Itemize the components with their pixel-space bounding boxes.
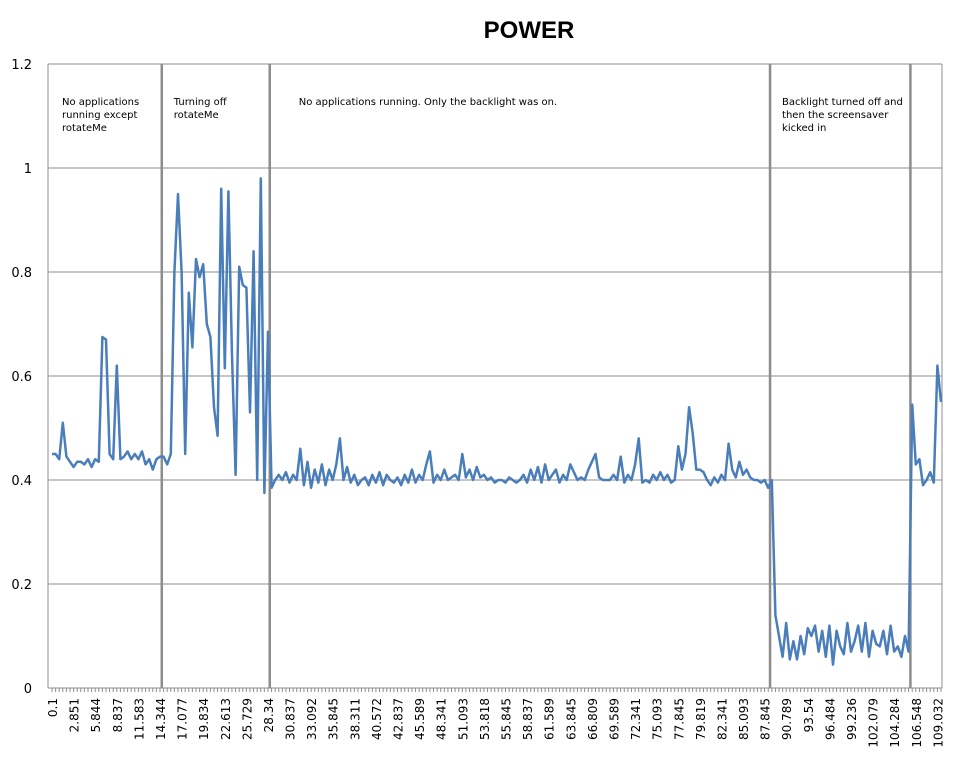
x-tick-label: 85.093 — [737, 698, 751, 740]
x-tick-label: 0.1 — [46, 698, 60, 717]
y-tick-label: 1.2 — [11, 58, 32, 73]
series — [52, 178, 941, 664]
annotation-line: rotateMe — [62, 123, 107, 134]
x-tick-label: 102.079 — [867, 698, 881, 748]
annotation-text: No applications running except rotateMe — [62, 97, 139, 134]
annotation-line: Turning off — [173, 97, 228, 108]
x-tick-label: 42.837 — [392, 698, 406, 740]
x-tick-label: 109.032 — [931, 698, 945, 748]
x-tick-label: 58.837 — [521, 698, 535, 740]
x-tick-label: 38.311 — [348, 698, 362, 740]
x-tick-label: 17.077 — [176, 698, 190, 740]
x-tick-label: 30.837 — [284, 698, 298, 740]
x-tick-label: 2.851 — [68, 698, 82, 732]
x-tick-label: 72.341 — [629, 698, 643, 740]
x-tick-label: 55.845 — [499, 698, 513, 740]
x-tick-label: 82.341 — [715, 698, 729, 740]
annotation-text: Turning off rotateMe — [173, 97, 228, 121]
annotation-text: Backlight turned off and then the screens… — [782, 97, 903, 134]
x-tick-label: 19.834 — [197, 698, 211, 740]
x-tick-label: 45.589 — [413, 698, 427, 740]
annotation-line: kicked in — [782, 123, 826, 134]
y-tick-label: 0 — [24, 682, 32, 697]
x-tick-label: 11.583 — [132, 698, 146, 740]
x-tick-label: 28.34 — [262, 698, 276, 732]
x-tick-label: 104.284 — [888, 698, 902, 748]
x-tick-label: 63.845 — [564, 698, 578, 740]
y-tick-label: 0.8 — [11, 266, 32, 281]
annotation-line: then the screensaver — [782, 110, 889, 121]
x-tick-label: 93.54 — [802, 698, 816, 732]
annotation-line: No applications — [62, 97, 139, 108]
y-tick-label: 0.4 — [11, 474, 32, 489]
x-tick-label: 66.809 — [586, 698, 600, 740]
chart-title: POWER — [484, 17, 575, 44]
x-tick-label: 106.548 — [910, 698, 924, 748]
annotation-line: Backlight turned off and — [782, 97, 903, 108]
x-tick-label: 35.845 — [327, 698, 341, 740]
y-tick-label: 0.2 — [11, 578, 32, 593]
x-tick-label: 25.729 — [240, 698, 254, 740]
x-tick-label: 87.845 — [759, 698, 773, 740]
y-tick-label: 1 — [24, 162, 32, 177]
annotation-line: rotateMe — [174, 110, 219, 121]
x-tick-label: 5.844 — [89, 698, 103, 732]
x-tick-label: 75.093 — [651, 698, 665, 740]
x-tick-label: 53.818 — [478, 698, 492, 740]
x-tick-label: 22.613 — [219, 698, 233, 740]
annotation-line: No applications running. Only the backli… — [299, 97, 557, 108]
x-tick-label: 40.572 — [370, 698, 384, 740]
y-axis: 0 0.2 0.4 0.6 0.8 1 1.2 — [11, 58, 32, 697]
y-tick-label: 0.6 — [11, 370, 32, 385]
x-tick-label: 99.236 — [845, 698, 859, 740]
x-tick-label: 8.837 — [111, 698, 125, 732]
x-tick-label: 33.092 — [305, 698, 319, 740]
x-tick-label: 77.845 — [672, 698, 686, 740]
x-tick-label: 14.344 — [154, 698, 168, 740]
power-series-line — [52, 178, 941, 664]
x-tick-label: 96.484 — [823, 698, 837, 740]
x-tick-label: 90.789 — [780, 698, 794, 740]
annotation-line: running except — [62, 110, 137, 121]
annotation-text: No applications running. Only the backli… — [299, 97, 557, 108]
gridlines — [48, 64, 942, 688]
x-tick-label: 79.819 — [694, 698, 708, 740]
x-tick-label: 69.589 — [607, 698, 621, 740]
x-axis: 0.1 2.851 5.844 8.837 11.583 14.344 17.077 19.8… — [46, 688, 945, 748]
x-tick-label: 61.589 — [543, 698, 557, 740]
x-tick-label: 48.341 — [435, 698, 449, 740]
x-tick-label: 51.093 — [456, 698, 470, 740]
